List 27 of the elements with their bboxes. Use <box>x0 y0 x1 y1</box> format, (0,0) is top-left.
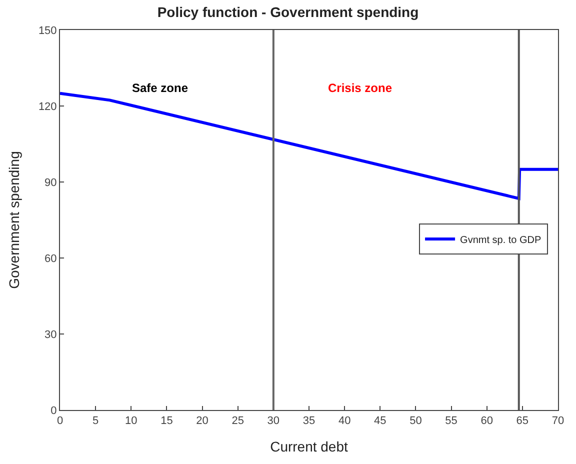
x-tick-label: 5 <box>92 415 99 428</box>
x-tick-label: 65 <box>516 415 529 428</box>
y-tick-label: 120 <box>38 100 57 113</box>
y-axis-title: Government spending <box>6 151 22 289</box>
x-tick-label: 40 <box>338 415 351 428</box>
x-tick-label: 60 <box>480 415 493 428</box>
x-tick-label: 30 <box>267 415 280 428</box>
x-axis-title: Current debt <box>270 438 348 454</box>
x-tick-label: 25 <box>232 415 244 428</box>
legend-label: Gvnmt sp. to GDP <box>460 234 542 246</box>
y-tick-label: 0 <box>50 404 57 417</box>
x-tick-label: 15 <box>160 415 173 428</box>
annotation: Safe zone <box>132 81 188 95</box>
annotation: Crisis zone <box>328 81 392 95</box>
x-tick-label: 10 <box>125 415 138 428</box>
x-tick-label: 45 <box>374 415 386 428</box>
x-tick-label: 55 <box>445 415 458 428</box>
y-tick-label: 150 <box>38 24 57 37</box>
x-tick-label: 35 <box>302 415 316 428</box>
x-tick-label: 70 <box>552 415 564 428</box>
line-series <box>60 92 558 200</box>
y-tick-label: 30 <box>44 328 57 341</box>
x-tick-label: 20 <box>196 415 208 428</box>
y-tick-label: 90 <box>44 176 57 189</box>
y-tick-label: 60 <box>44 252 57 265</box>
chart-title: Policy function - Government spending <box>157 4 419 20</box>
x-tick-label: 50 <box>410 415 422 428</box>
